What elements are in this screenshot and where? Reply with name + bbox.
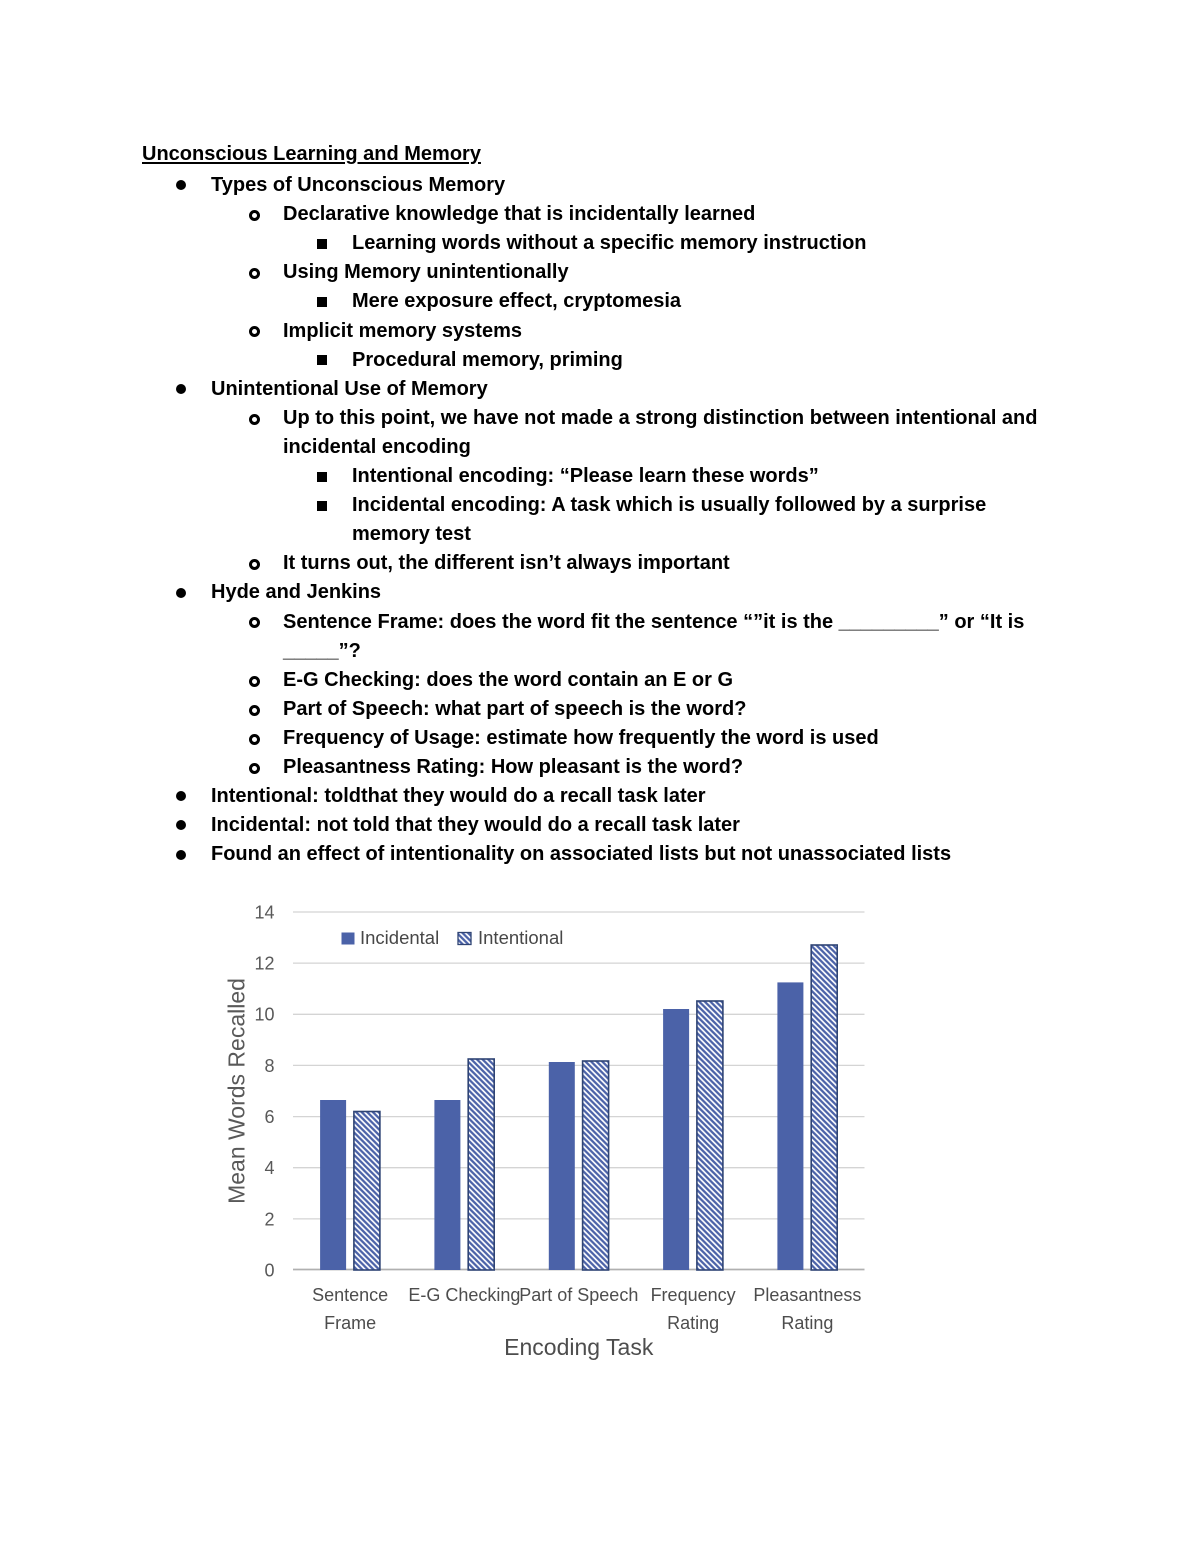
svg-text:Part of Speech: Part of Speech	[519, 1285, 638, 1305]
svg-text:10: 10	[254, 1005, 274, 1025]
svg-text:Encoding Task: Encoding Task	[504, 1334, 654, 1360]
svg-text:4: 4	[264, 1158, 274, 1178]
svg-text:Intentional: Intentional	[478, 927, 563, 948]
svg-text:0: 0	[264, 1260, 274, 1280]
svg-text:6: 6	[264, 1107, 274, 1127]
svg-text:12: 12	[254, 954, 274, 974]
svg-text:Frequency: Frequency	[651, 1285, 736, 1305]
svg-text:E-G Checking: E-G Checking	[408, 1285, 520, 1305]
svg-text:Frame: Frame	[324, 1313, 376, 1333]
svg-text:Rating: Rating	[781, 1313, 833, 1333]
svg-text:Pleasantness: Pleasantness	[753, 1285, 861, 1305]
svg-text:14: 14	[254, 902, 274, 922]
svg-text:Rating: Rating	[667, 1313, 719, 1333]
svg-text:Incidental: Incidental	[360, 927, 439, 948]
svg-text:2: 2	[264, 1209, 274, 1229]
svg-text:Sentence: Sentence	[312, 1285, 388, 1305]
svg-text:8: 8	[264, 1056, 274, 1076]
svg-text:Mean Words Recalled: Mean Words Recalled	[224, 978, 250, 1204]
